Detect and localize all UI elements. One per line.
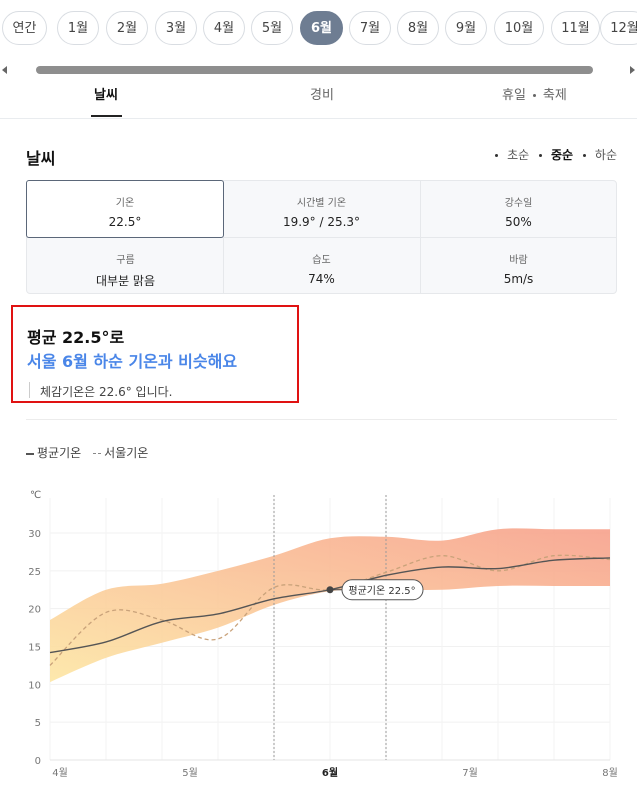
month-chip-7[interactable]: 7월 [349, 11, 391, 45]
x-tick-label: 6월 [322, 767, 338, 779]
month-selector: 연간 1월 2월 3월 4월 5월 6월 7월 8월 9월 10월 11월 12월 [0, 11, 637, 51]
section-title: 날씨 [26, 149, 56, 168]
stat-hourly-temperature[interactable]: 시간별 기온 19.9° / 25.3° [223, 181, 420, 238]
stat-rain-days[interactable]: 강수일 50% [420, 181, 617, 238]
y-tick-label: 20 [28, 605, 41, 616]
stat-wind-value: 5m/s [503, 272, 534, 286]
y-tick-label: 0 [35, 756, 41, 767]
legend-solid-line-icon [26, 452, 34, 455]
scroll-thumb[interactable] [36, 66, 593, 74]
stat-wind-label: 바람 [509, 255, 528, 266]
month-chip-0[interactable]: 연간 [2, 11, 47, 45]
stat-humidity-label: 습도 [312, 255, 331, 266]
scroll-left-arrow-icon[interactable] [2, 66, 7, 74]
summary-comparison: 서울 6월 하순 기온과 비슷해요 [27, 352, 238, 371]
series-seoul-line [49, 554, 611, 666]
bullet-icon [582, 154, 586, 157]
stat-humidity[interactable]: 습도 74% [223, 238, 420, 295]
y-tick-label: 15 [28, 643, 41, 654]
marker-label-box [341, 579, 424, 601]
stat-wind[interactable]: 바람 5m/s [420, 238, 617, 295]
x-tick-label: 8월 [602, 767, 618, 779]
x-tick-label: 7월 [462, 767, 478, 779]
y-tick-label: 30 [28, 529, 41, 540]
tab-bar: 날씨 경비 휴일 축제 [0, 80, 637, 119]
horizontal-scrollbar[interactable] [0, 63, 637, 79]
stat-humidity-value: 74% [308, 272, 335, 286]
tab-holiday-festival[interactable]: 휴일 축제 [502, 84, 567, 103]
tab-holiday-label: 휴일 [502, 88, 526, 103]
summary-feels-like: 체감기온은 22.6° 입니다. [40, 385, 173, 399]
y-axis-unit: ℃ [30, 490, 41, 501]
month-chip-4[interactable]: 4월 [203, 11, 245, 45]
stat-hourly-value: 19.9° / 25.3° [282, 215, 361, 229]
bullet-icon [495, 154, 499, 157]
month-chip-12[interactable]: 12월 [600, 11, 637, 45]
sort-late[interactable]: 하순 [582, 148, 617, 162]
stat-cloud-label: 구름 [116, 255, 135, 266]
temperature-summary: 평균 22.5°로 서울 6월 하순 기온과 비슷해요 체감기온은 22.6° … [11, 305, 299, 403]
stat-temperature-value: 22.5° [108, 215, 142, 229]
marker-label: 평균기온 22.5° [348, 585, 415, 597]
bullet-icon [538, 154, 542, 157]
temperature-range-band [50, 528, 610, 683]
scroll-right-arrow-icon[interactable] [630, 66, 635, 74]
legend-avg-label: 평균기온 [37, 446, 82, 460]
y-tick-label: 25 [28, 567, 41, 578]
month-chip-10[interactable]: 10월 [494, 11, 544, 45]
legend-seoul-label: 서울기온 [104, 446, 149, 460]
month-chip-8[interactable]: 8월 [397, 11, 439, 45]
sort-mid[interactable]: 중순 [538, 148, 574, 162]
stat-temperature[interactable]: 기온 22.5° [26, 180, 224, 238]
period-sort: 초순 중순 하순 [489, 146, 617, 163]
stat-hourly-label: 시간별 기온 [296, 198, 347, 209]
stat-cloud[interactable]: 구름 대부분 맑음 [27, 238, 224, 295]
weather-stats-grid: 기온 22.5° 시간별 기온 19.9° / 25.3° 강수일 50% 구름… [26, 180, 617, 294]
month-chip-2[interactable]: 2월 [106, 11, 148, 45]
grid-divider [27, 237, 616, 238]
sort-mid-label: 중순 [550, 148, 574, 162]
summary-quote-bar [29, 382, 30, 398]
month-chip-1[interactable]: 1월 [57, 11, 99, 45]
stat-temperature-label: 기온 [115, 198, 135, 209]
month-chip-9[interactable]: 9월 [445, 11, 487, 45]
chart-legend: 평균기온 서울기온 [26, 444, 148, 461]
sort-early[interactable]: 초순 [495, 148, 529, 162]
tab-festival-label: 축제 [542, 88, 567, 103]
sort-late-label: 하순 [594, 148, 617, 162]
section-divider [26, 419, 617, 420]
sort-early-label: 초순 [507, 148, 530, 162]
month-chip-5[interactable]: 5월 [251, 11, 293, 45]
stat-cloud-value: 대부분 맑음 [95, 274, 155, 288]
month-chip-3[interactable]: 3월 [155, 11, 197, 45]
stat-rain-label: 강수일 [504, 198, 533, 209]
tab-weather[interactable]: 날씨 [94, 88, 118, 103]
y-tick-label: 10 [28, 680, 41, 691]
x-tick-label: 5월 [182, 767, 198, 779]
tab-scenery[interactable]: 경비 [310, 88, 334, 103]
separator-dot-icon [532, 94, 536, 97]
x-tick-label: 4월 [52, 767, 68, 779]
month-chip-11[interactable]: 11월 [551, 11, 600, 45]
y-tick-label: 5 [35, 718, 41, 729]
summary-average: 평균 22.5°로 [27, 328, 125, 347]
tab-active-indicator [91, 115, 122, 117]
legend-dashed-line-icon [93, 453, 102, 454]
stat-rain-value: 50% [505, 215, 532, 229]
month-chip-6[interactable]: 6월 [300, 11, 343, 45]
